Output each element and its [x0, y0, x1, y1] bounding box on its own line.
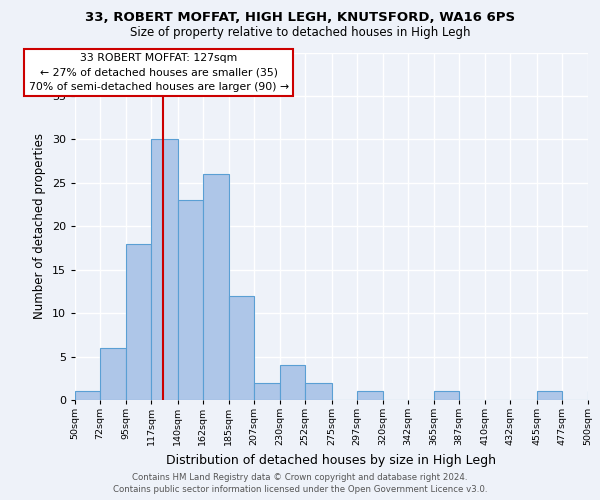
Bar — [280, 365, 305, 400]
Bar — [203, 174, 229, 400]
Bar — [100, 348, 127, 400]
Bar — [305, 382, 331, 400]
Text: 33, ROBERT MOFFAT, HIGH LEGH, KNUTSFORD, WA16 6PS: 33, ROBERT MOFFAT, HIGH LEGH, KNUTSFORD,… — [85, 11, 515, 24]
Bar — [536, 392, 562, 400]
Text: Size of property relative to detached houses in High Legh: Size of property relative to detached ho… — [130, 26, 470, 39]
X-axis label: Distribution of detached houses by size in High Legh: Distribution of detached houses by size … — [167, 454, 497, 466]
Bar — [75, 392, 100, 400]
Bar — [127, 244, 151, 400]
Bar — [356, 392, 383, 400]
Bar — [229, 296, 254, 400]
Text: Contains HM Land Registry data © Crown copyright and database right 2024.
Contai: Contains HM Land Registry data © Crown c… — [113, 472, 487, 494]
Bar — [254, 382, 280, 400]
Bar — [588, 392, 600, 400]
Bar — [434, 392, 459, 400]
Bar — [151, 140, 178, 400]
Bar — [178, 200, 203, 400]
Y-axis label: Number of detached properties: Number of detached properties — [33, 133, 46, 320]
Text: 33 ROBERT MOFFAT: 127sqm
← 27% of detached houses are smaller (35)
70% of semi-d: 33 ROBERT MOFFAT: 127sqm ← 27% of detach… — [29, 53, 289, 92]
